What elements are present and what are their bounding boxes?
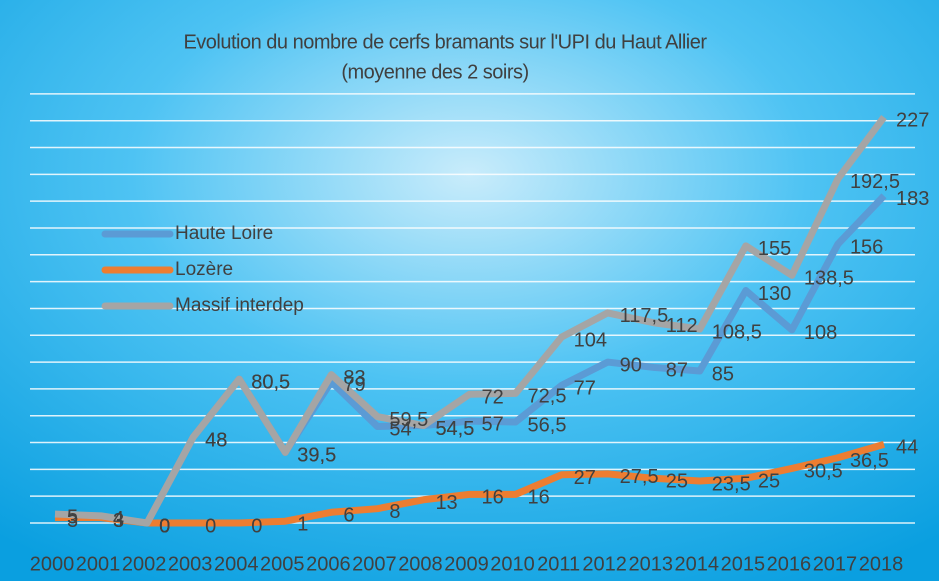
data-label: 155 xyxy=(758,238,791,260)
x-tick-label: 2011 xyxy=(537,553,580,575)
data-label: 80,5 xyxy=(251,371,290,393)
data-label: 79 xyxy=(343,374,365,396)
data-label: 138,5 xyxy=(804,268,854,290)
data-label: 1 xyxy=(297,513,308,535)
data-label: 16 xyxy=(482,487,504,509)
data-label: 25 xyxy=(666,471,688,493)
x-tick-label: 2010 xyxy=(490,553,535,575)
x-tick-label: 2001 xyxy=(76,553,121,575)
data-label: 39,5 xyxy=(297,445,336,467)
x-tick-label: 2003 xyxy=(168,553,213,575)
x-tick-label: 2000 xyxy=(30,553,75,575)
x-tick-label: 2004 xyxy=(214,553,259,575)
data-label: 6 xyxy=(343,505,354,527)
data-label: 112 xyxy=(666,315,698,337)
data-label: 48 xyxy=(205,429,227,451)
data-label: 39,5 xyxy=(297,445,336,467)
data-label: 117,5 xyxy=(620,305,669,327)
legend-label: Haute Loire xyxy=(175,223,273,244)
data-label: 156 xyxy=(850,236,883,258)
x-tick-label: 2014 xyxy=(675,553,720,575)
x-tick-label: 2018 xyxy=(859,553,904,575)
data-label: 0 xyxy=(159,515,170,537)
data-label: 227 xyxy=(896,109,929,131)
data-label: 192,5 xyxy=(850,171,900,193)
data-label: 5 xyxy=(67,506,78,528)
x-tick-label: 2015 xyxy=(721,553,766,575)
data-label: 104 xyxy=(574,329,607,351)
data-label: 30,5 xyxy=(804,461,843,483)
x-tick-label: 2005 xyxy=(260,553,305,575)
x-tick-label: 2017 xyxy=(813,553,858,575)
data-label: 54,5 xyxy=(435,418,474,440)
data-label: 59,5 xyxy=(389,409,428,431)
x-tick-label: 2009 xyxy=(444,553,489,575)
data-label: 3 xyxy=(67,510,78,532)
series-line xyxy=(54,115,887,527)
data-label: 4 xyxy=(113,508,124,530)
data-label: 0 xyxy=(159,515,170,537)
data-label: 25 xyxy=(758,471,780,493)
x-tick-label: 2013 xyxy=(628,553,673,575)
x-tick-label: 2016 xyxy=(767,553,812,575)
data-label: 3 xyxy=(113,510,124,532)
data-label: 87 xyxy=(666,360,688,382)
data-label: 8 xyxy=(389,501,400,523)
data-label: 54 xyxy=(389,419,411,441)
labels: 2000 2001 2002 2003 2004 2005 2006 2007 2008 2009… xyxy=(30,109,930,575)
data-label: 80,5 xyxy=(251,371,290,393)
legend-label: Massif interdep xyxy=(175,295,304,316)
x-tick-label: 2007 xyxy=(352,553,397,575)
data-label: 27 xyxy=(574,467,596,489)
data-label: 72,5 xyxy=(528,386,567,408)
chart-title: Evolution du nombre de cerfs bramants su… xyxy=(183,31,707,53)
data-label: 54,5 xyxy=(435,418,474,440)
data-label: 57 xyxy=(482,413,504,435)
x-tick-label: 2006 xyxy=(306,553,351,575)
legend: Haute Loire Lozère Massif interdep xyxy=(101,223,304,316)
data-label: 130 xyxy=(758,283,791,305)
data-label: 23,5 xyxy=(712,473,751,495)
lines xyxy=(54,115,887,527)
data-label: 44 xyxy=(896,437,918,459)
data-label: 36,5 xyxy=(850,450,889,472)
data-label: 48 xyxy=(205,429,227,451)
data-label: 0 xyxy=(251,515,262,537)
x-tick-label: 2008 xyxy=(398,553,443,575)
data-label: 0 xyxy=(205,515,216,537)
data-label: 83 xyxy=(343,367,365,389)
data-label: 56,5 xyxy=(528,414,567,436)
data-label: 77 xyxy=(574,378,596,400)
data-label: 5 xyxy=(67,506,78,528)
data-label: 108,5 xyxy=(712,321,762,343)
chart-subtitle: (moyenne des 2 soirs) xyxy=(341,61,528,83)
data-label: 90 xyxy=(620,354,642,376)
data-label: 183 xyxy=(896,188,929,210)
data-label: 13 xyxy=(435,492,457,514)
x-tick-label: 2002 xyxy=(122,553,167,575)
data-label: 108 xyxy=(804,322,837,344)
data-label: 85 xyxy=(712,363,734,385)
data-label: 0 xyxy=(159,515,170,537)
legend-label: Lozère xyxy=(175,259,233,280)
data-label: 27,5 xyxy=(620,466,659,488)
data-label: 3 xyxy=(113,510,124,532)
x-tick-label: 2012 xyxy=(582,553,627,575)
data-label: 16 xyxy=(528,487,550,509)
series-line xyxy=(55,440,885,527)
data-label: 72 xyxy=(482,387,504,409)
